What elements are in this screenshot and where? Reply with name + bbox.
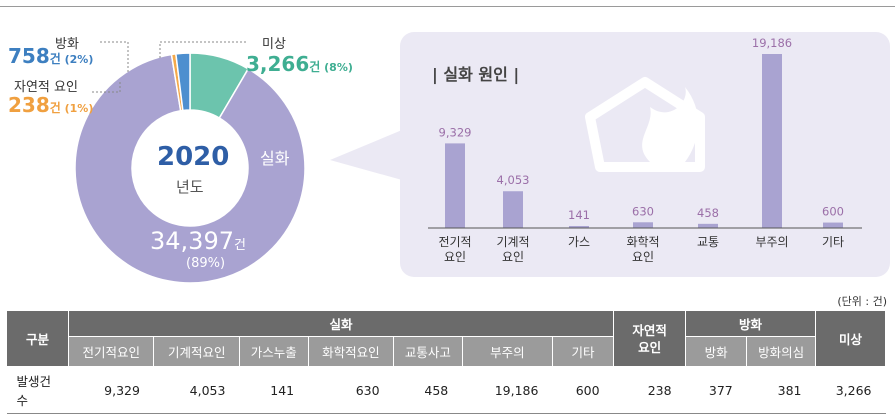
label-banghwa-name: 방화 bbox=[55, 37, 79, 52]
subheader-silhwa-4: 교통사고 bbox=[393, 336, 463, 367]
bar-category-label: 요인 bbox=[632, 250, 654, 264]
house-fire-icon bbox=[585, 77, 705, 172]
cause-panel: | 실화 원인 | 9,329 전기적 요인 4,053 기계적 요인 141 가스 630 화학적… bbox=[400, 32, 890, 277]
label-silhwa-value: 34,397건 bbox=[150, 227, 246, 255]
table-cell: 630 bbox=[308, 366, 394, 414]
bar-title: | 실화 원인 | bbox=[432, 65, 519, 85]
leader-misang bbox=[159, 41, 246, 58]
table-cell: 377 bbox=[685, 366, 747, 414]
table-cell: 458 bbox=[393, 366, 463, 414]
label-natural-name: 자연적 요인 bbox=[14, 80, 78, 95]
bar-category-label: 부주의 bbox=[755, 235, 788, 249]
donut-slice bbox=[175, 52, 191, 112]
table-cell: 9,329 bbox=[68, 366, 154, 414]
subheader-silhwa-6: 기타 bbox=[551, 336, 615, 367]
row-label: 발생건수 bbox=[6, 366, 69, 414]
center-label: 년도 bbox=[176, 178, 204, 196]
leader-natural bbox=[92, 80, 121, 93]
subheader-silhwa-3: 화학적요인 bbox=[307, 336, 395, 367]
panel-pointer bbox=[330, 130, 402, 180]
label-silhwa-name: 실화 bbox=[260, 149, 290, 168]
label-misang-value: 3,266건 (8%) bbox=[246, 52, 353, 76]
table-cell: 381 bbox=[746, 366, 816, 414]
bar-value-label: 19,186 bbox=[752, 36, 792, 50]
subheader-silhwa-5: 부주의 bbox=[461, 336, 553, 367]
label-silhwa-pct: (89%) bbox=[186, 256, 226, 271]
bar bbox=[445, 143, 465, 228]
table-cell: 3,266 bbox=[815, 366, 886, 414]
data-table: 구분 실화 자연적 요인 방화 미상 전기적요인 기계적요인 가스누출 화학적요인 교통… bbox=[6, 310, 886, 414]
label-banghwa-value: 758건 (2%) bbox=[8, 44, 94, 68]
bar-value-label: 9,329 bbox=[439, 125, 472, 139]
header-category: 구분 bbox=[6, 310, 69, 367]
top-rule bbox=[0, 6, 895, 7]
leader-banghwa bbox=[100, 41, 129, 72]
subheader-silhwa-0: 전기적요인 bbox=[67, 336, 155, 367]
bar-category-label: 화학적 bbox=[626, 235, 659, 249]
label-natural-value: 238건 (1%) bbox=[8, 93, 94, 117]
subheader-silhwa-2: 가스누출 bbox=[238, 336, 309, 367]
table-cell: 19,186 bbox=[462, 366, 553, 414]
header-misang: 미상 bbox=[815, 310, 886, 367]
bar-value-label: 4,053 bbox=[497, 173, 530, 187]
bar-value-label: 141 bbox=[568, 208, 590, 222]
header-silhwa: 실화 bbox=[67, 310, 615, 337]
header-natural: 자연적 요인 bbox=[613, 310, 687, 367]
bar-category-label: 가스 bbox=[568, 235, 590, 249]
bar bbox=[569, 226, 589, 228]
donut-slice bbox=[74, 53, 306, 284]
bar-chart: | 실화 원인 |9,329전기적요인4,053기계적요인141가스630화학적… bbox=[428, 36, 862, 264]
bar bbox=[823, 222, 843, 228]
bar-value-label: 458 bbox=[697, 206, 719, 220]
subheader-silhwa-1: 기계적요인 bbox=[153, 336, 240, 367]
bar-category-label: 교통 bbox=[697, 235, 719, 249]
subheader-banghwa-1: 방화의심 bbox=[746, 336, 816, 367]
bar-category-label: 요인 bbox=[444, 250, 466, 264]
bar-value-label: 600 bbox=[822, 205, 844, 219]
table-cell: 4,053 bbox=[153, 366, 240, 414]
bar bbox=[633, 222, 653, 228]
unit-note: (단위 : 건) bbox=[837, 295, 887, 308]
table-cell: 238 bbox=[613, 366, 686, 414]
bar-category-label: 전기적 bbox=[438, 235, 471, 249]
header-banghwa: 방화 bbox=[685, 310, 816, 337]
subheader-banghwa-0: 방화 bbox=[685, 336, 748, 367]
donut-chart bbox=[74, 41, 306, 284]
bar-category-label: 기계적 bbox=[496, 235, 529, 249]
bar-category-label: 기타 bbox=[822, 235, 844, 249]
bar-category-label: 요인 bbox=[502, 250, 524, 264]
bar bbox=[503, 191, 523, 228]
bar-value-label: 630 bbox=[632, 204, 654, 218]
bar bbox=[698, 223, 718, 228]
table-cell: 141 bbox=[239, 366, 309, 414]
table-cell: 600 bbox=[552, 366, 614, 414]
center-year: 2020 bbox=[157, 142, 230, 172]
bar bbox=[762, 54, 782, 228]
label-misang-name: 미상 bbox=[262, 37, 286, 52]
